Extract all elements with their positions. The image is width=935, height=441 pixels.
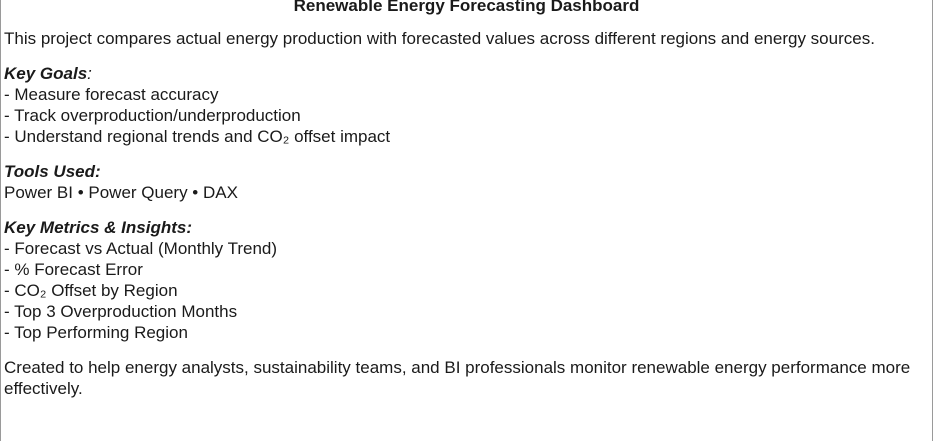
key-goals-section: Key Goals: - Measure forecast accuracy -… xyxy=(4,63,932,147)
intro-paragraph: This project compares actual energy prod… xyxy=(4,29,875,48)
list-item: - Forecast vs Actual (Monthly Trend) xyxy=(4,239,278,258)
page-title: Renewable Energy Forecasting Dashboard xyxy=(293,0,640,15)
list-item: - Measure forecast accuracy xyxy=(4,85,219,104)
key-goals-heading-line: Key Goals: xyxy=(4,63,932,84)
tools-value: Power BI • Power Query • DAX xyxy=(4,183,238,202)
list-item: - Top 3 Overproduction Months xyxy=(4,302,238,321)
list-item: - CO₂ Offset by Region xyxy=(4,281,178,300)
metrics-section: Key Metrics & Insights: - Forecast vs Ac… xyxy=(4,217,932,343)
key-goals-heading: Key Goals xyxy=(4,64,88,83)
tools-heading: Tools Used: xyxy=(4,162,101,181)
list-item: - Track overproduction/underproduction xyxy=(4,106,301,125)
list-item: - Understand regional trends and CO₂ off… xyxy=(4,127,391,146)
key-goals-colon: : xyxy=(87,64,92,83)
tools-section: Tools Used: Power BI • Power Query • DAX xyxy=(4,161,932,203)
metrics-heading: Key Metrics & Insights: xyxy=(4,218,192,237)
footer-paragraph: Created to help energy analysts, sustain… xyxy=(4,358,911,398)
list-item: - Top Performing Region xyxy=(4,323,188,342)
list-item: - % Forecast Error xyxy=(4,260,143,279)
document-body: This project compares actual energy prod… xyxy=(1,28,932,399)
